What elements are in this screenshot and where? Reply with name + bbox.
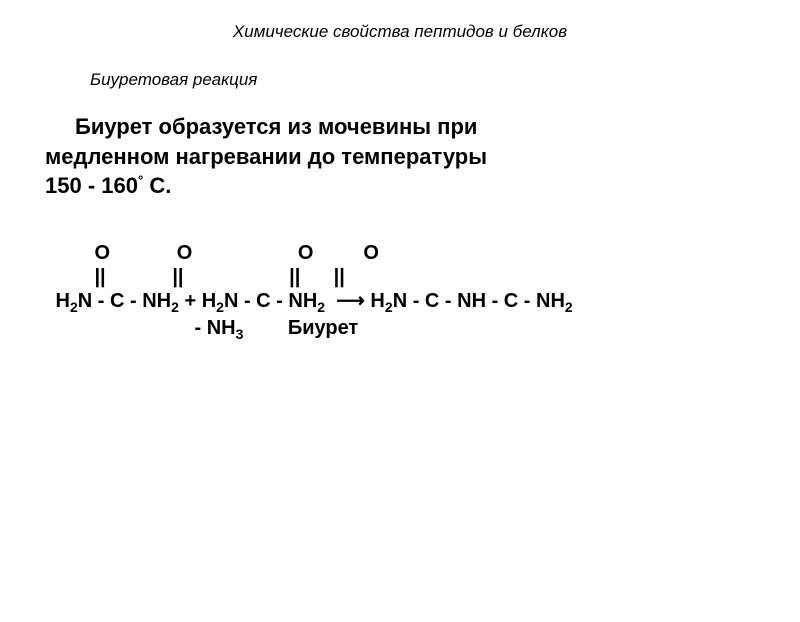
- page-title: Химические свойства пептидов и белков: [0, 22, 800, 42]
- eq-frag: N - C - NH: [78, 290, 171, 312]
- eq-frag: N - C - NH - C - NH: [393, 290, 565, 312]
- eq-bond-row: || || || ||: [50, 265, 800, 289]
- eq-product-row: - NH3 Биурет: [50, 316, 800, 343]
- eq-frag: - NH: [50, 317, 236, 339]
- chemical-equation: O O O O || || || || H2N - C - NH2 + H2N …: [50, 241, 800, 343]
- para-line2: медленном нагревании до температуры: [45, 144, 487, 169]
- para-line1: Биурет образуется из мочевины при: [75, 114, 477, 139]
- eq-frag: ⟶ H: [325, 290, 385, 312]
- eq-frag: N - C - NH: [224, 290, 317, 312]
- para-line3b: С.: [143, 173, 171, 198]
- eq-main-row: H2N - C - NH2 + H2N - C - NH2 ⟶ H2N - C …: [50, 289, 800, 316]
- section-subtitle: Биуретовая реакция: [90, 70, 800, 90]
- eq-frag: + H: [179, 290, 216, 312]
- eq-frag: H: [50, 290, 70, 312]
- eq-oxygen-row: O O O O: [50, 241, 800, 265]
- eq-product-label: Биурет: [243, 317, 358, 339]
- para-line3a: 150 - 160: [45, 173, 138, 198]
- body-paragraph: Биурет образуется из мочевины при медлен…: [45, 112, 760, 201]
